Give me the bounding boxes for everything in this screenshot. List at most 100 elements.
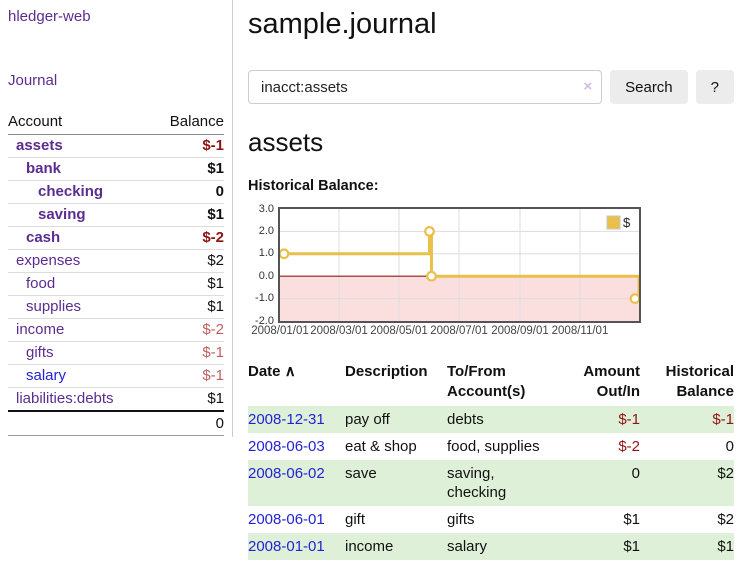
transaction-date-cell: 2008-06-02 bbox=[248, 460, 345, 506]
account-balance: $1 bbox=[150, 157, 224, 181]
transaction-description: gift bbox=[345, 511, 366, 528]
transaction-date-link[interactable]: 2008-06-01 bbox=[248, 511, 325, 528]
account-row: cash $-2 bbox=[8, 226, 224, 250]
account-name-cell: assets bbox=[8, 134, 151, 158]
account-link[interactable]: bank bbox=[26, 160, 62, 177]
account-link[interactable]: supplies bbox=[26, 298, 82, 315]
y-tick-label: 1.0 bbox=[258, 247, 274, 260]
col-header-amount: Amount Out/In bbox=[583, 363, 640, 400]
account-name-cell: supplies bbox=[8, 295, 151, 319]
spacer bbox=[8, 410, 151, 436]
account-row: income $-2 bbox=[8, 318, 224, 342]
account-row: gifts $-1 bbox=[8, 341, 224, 365]
y-tick-label: -1.0 bbox=[255, 292, 274, 305]
col-header-date[interactable]: Date ∧ bbox=[248, 363, 296, 380]
account-balance: $2 bbox=[150, 249, 224, 273]
account-name-cell: salary bbox=[8, 364, 151, 388]
transaction-description: income bbox=[345, 538, 394, 555]
help-button[interactable]: ? bbox=[695, 70, 734, 104]
account-row: checking 0 bbox=[8, 180, 224, 204]
sidebar: hledger-web Journal Account Balance asse… bbox=[0, 0, 233, 437]
search-input[interactable] bbox=[248, 70, 603, 104]
account-row: expenses $2 bbox=[8, 249, 224, 273]
account-name-cell: saving bbox=[8, 203, 151, 227]
account-row: assets $-1 bbox=[8, 134, 224, 158]
transaction-date-cell: 2008-12-31 bbox=[248, 406, 345, 433]
transaction-date-link[interactable]: 2008-12-31 bbox=[248, 411, 325, 428]
chart-plot-area[interactable]: $ bbox=[278, 207, 641, 323]
transaction-row: 2008-01-01 income salary $1 $1 bbox=[248, 533, 734, 560]
transaction-date-link[interactable]: 2008-01-01 bbox=[248, 538, 325, 555]
x-tick-label: 2008/03/01 bbox=[310, 325, 368, 337]
transactions-header-row: Date ∧ Description To/From Account(s) Am… bbox=[248, 360, 734, 406]
transaction-row: 2008-06-02 save saving, checking 0 $2 bbox=[248, 460, 734, 506]
account-name-cell: cash bbox=[8, 226, 151, 250]
svg-text:$: $ bbox=[623, 215, 631, 230]
col-header-description: Description bbox=[345, 363, 428, 380]
account-link[interactable]: cash bbox=[26, 229, 61, 246]
account-name-cell: food bbox=[8, 272, 151, 296]
transaction-accounts: gifts bbox=[447, 511, 475, 528]
x-tick-label: 2008/11/01 bbox=[551, 325, 609, 337]
account-balance: $1 bbox=[150, 295, 224, 319]
account-balance: $1 bbox=[150, 387, 224, 412]
account-row: bank $1 bbox=[8, 157, 224, 181]
account-balance: $1 bbox=[150, 203, 224, 227]
transaction-date-link[interactable]: 2008-06-03 bbox=[248, 438, 325, 455]
account-name-cell: expenses bbox=[8, 249, 151, 273]
transaction-description: save bbox=[345, 465, 377, 482]
main-content: sample.journal × Search ? assets Histori… bbox=[233, 0, 742, 560]
account-name-cell: checking bbox=[8, 180, 151, 204]
transaction-amount: $1 bbox=[623, 538, 640, 555]
sidebar-item-journal[interactable]: Journal bbox=[8, 72, 58, 89]
transaction-row: 2008-06-03 eat & shop food, supplies $-2 0 bbox=[248, 433, 734, 460]
x-tick-label: 2008/07/01 bbox=[430, 325, 488, 337]
chart-x-axis-labels: 2008/01/01 2008/03/01 2008/05/01 2008/07/01… bbox=[251, 325, 650, 341]
transaction-amount: $-1 bbox=[618, 411, 640, 428]
transaction-row: 2008-06-01 gift gifts $1 $2 bbox=[248, 506, 734, 533]
account-link[interactable]: expenses bbox=[16, 252, 81, 269]
x-tick-label: 2008/01/01 bbox=[251, 325, 309, 337]
accounts-total-value: 0 bbox=[150, 410, 224, 436]
account-link[interactable]: saving bbox=[38, 206, 86, 223]
transaction-balance: $1 bbox=[717, 538, 734, 555]
account-balance: $-2 bbox=[150, 318, 224, 342]
transaction-amount: $1 bbox=[623, 511, 640, 528]
col-header-accounts: To/From Account(s) bbox=[447, 363, 526, 400]
transaction-accounts: debts bbox=[447, 411, 484, 428]
account-balance: $-1 bbox=[150, 341, 224, 365]
search-button[interactable]: Search bbox=[610, 70, 688, 104]
y-tick-label: 0.0 bbox=[258, 269, 274, 282]
account-link[interactable]: food bbox=[26, 275, 56, 292]
transaction-date-link[interactable]: 2008-06-02 bbox=[248, 465, 325, 482]
transaction-balance: $-1 bbox=[712, 411, 734, 428]
chart-y-axis-labels: 3.0 2.0 1.0 0.0 -1.0 -2.0 bbox=[248, 203, 278, 327]
transaction-amount: 0 bbox=[631, 465, 640, 482]
transaction-amount: $-2 bbox=[618, 438, 640, 455]
clear-search-icon[interactable]: × bbox=[583, 78, 593, 95]
transaction-row: 2008-12-31 pay off debts $-1 $-1 bbox=[248, 406, 734, 433]
account-link[interactable]: income bbox=[16, 321, 65, 338]
search-form: × Search ? bbox=[248, 70, 734, 104]
account-balance: 0 bbox=[150, 180, 224, 204]
transaction-accounts: food, supplies bbox=[447, 438, 540, 455]
account-link[interactable]: salary bbox=[26, 367, 67, 384]
transaction-accounts: salary bbox=[447, 538, 488, 555]
accounts-total-row: 0 bbox=[8, 410, 224, 436]
chart-title: Historical Balance: bbox=[248, 178, 379, 194]
sidebar-nav: Journal bbox=[8, 72, 224, 89]
account-link[interactable]: liabilities:debts bbox=[16, 390, 114, 407]
transaction-date-cell: 2008-06-03 bbox=[248, 433, 345, 460]
account-link[interactable]: checking bbox=[38, 183, 104, 200]
transaction-description: eat & shop bbox=[345, 438, 417, 455]
account-link[interactable]: gifts bbox=[26, 344, 54, 361]
accounts-table: Account Balance assets $-1 bank $1 checking 0… bbox=[8, 110, 224, 436]
app-brand-link[interactable]: hledger-web bbox=[8, 8, 91, 25]
account-name-cell: liabilities:debts bbox=[8, 387, 151, 412]
account-row: saving $1 bbox=[8, 203, 224, 227]
account-name-cell: gifts bbox=[8, 341, 151, 365]
account-name-cell: income bbox=[8, 318, 151, 342]
account-name-cell: bank bbox=[8, 157, 151, 181]
account-balance: $-1 bbox=[150, 364, 224, 388]
account-link[interactable]: assets bbox=[16, 137, 63, 154]
